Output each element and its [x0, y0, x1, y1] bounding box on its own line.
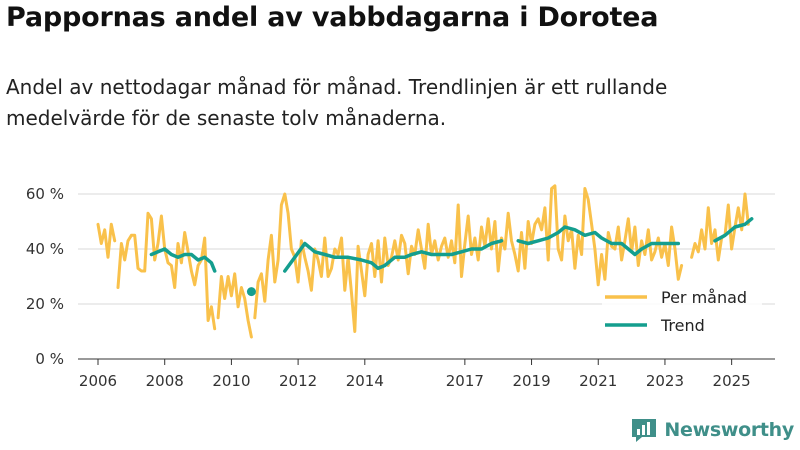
legend-label: Trend — [660, 316, 705, 335]
x-tick-label: 2017 — [446, 372, 484, 390]
series-0-line — [116, 211, 217, 331]
series-1-line — [713, 217, 754, 243]
x-tick-label: 2008 — [146, 372, 184, 390]
brand-name: Newsworthy — [664, 419, 794, 441]
x-tick-label: 2019 — [512, 372, 550, 390]
series-1-line — [516, 225, 681, 257]
series-1-point — [246, 287, 256, 297]
x-tick-label: 2010 — [212, 372, 250, 390]
legend-bg — [602, 286, 762, 308]
x-tick-label: 2006 — [79, 372, 117, 390]
x-tick-label: 2014 — [346, 372, 384, 390]
y-tick-label: 60 % — [26, 185, 64, 203]
legend: Per månad Trend — [602, 286, 762, 336]
series-0-line — [216, 272, 253, 339]
legend-bg — [602, 314, 762, 336]
series-1-line — [149, 247, 217, 273]
series-0-line — [690, 192, 750, 262]
series-0-line — [96, 222, 117, 259]
chart-subtitle: Andel av nettodagar månad för månad. Tre… — [6, 75, 668, 130]
y-tick-label: 0 % — [35, 350, 64, 368]
series-lines — [96, 184, 754, 339]
chart-title: Pappornas andel av vabbdagarna i Dorotea — [6, 2, 659, 33]
newsworthy-logo-icon — [632, 419, 657, 442]
x-tick-label: 2025 — [713, 372, 751, 390]
axes: 0 % 20 % 40 % 60 % 2006 2008 2010 2012 2014 2017 2… — [26, 185, 775, 390]
series-1-line — [283, 239, 504, 273]
brand-logo: Newsworthy — [630, 417, 794, 443]
x-tick-label: 2012 — [279, 372, 317, 390]
x-tick-label: 2023 — [646, 372, 684, 390]
y-tick-label: 20 % — [26, 295, 64, 313]
y-tick-label: 40 % — [26, 240, 64, 258]
series-0-line — [253, 184, 684, 333]
legend-label: Per månad — [661, 288, 747, 307]
x-tick-label: 2021 — [579, 372, 617, 390]
